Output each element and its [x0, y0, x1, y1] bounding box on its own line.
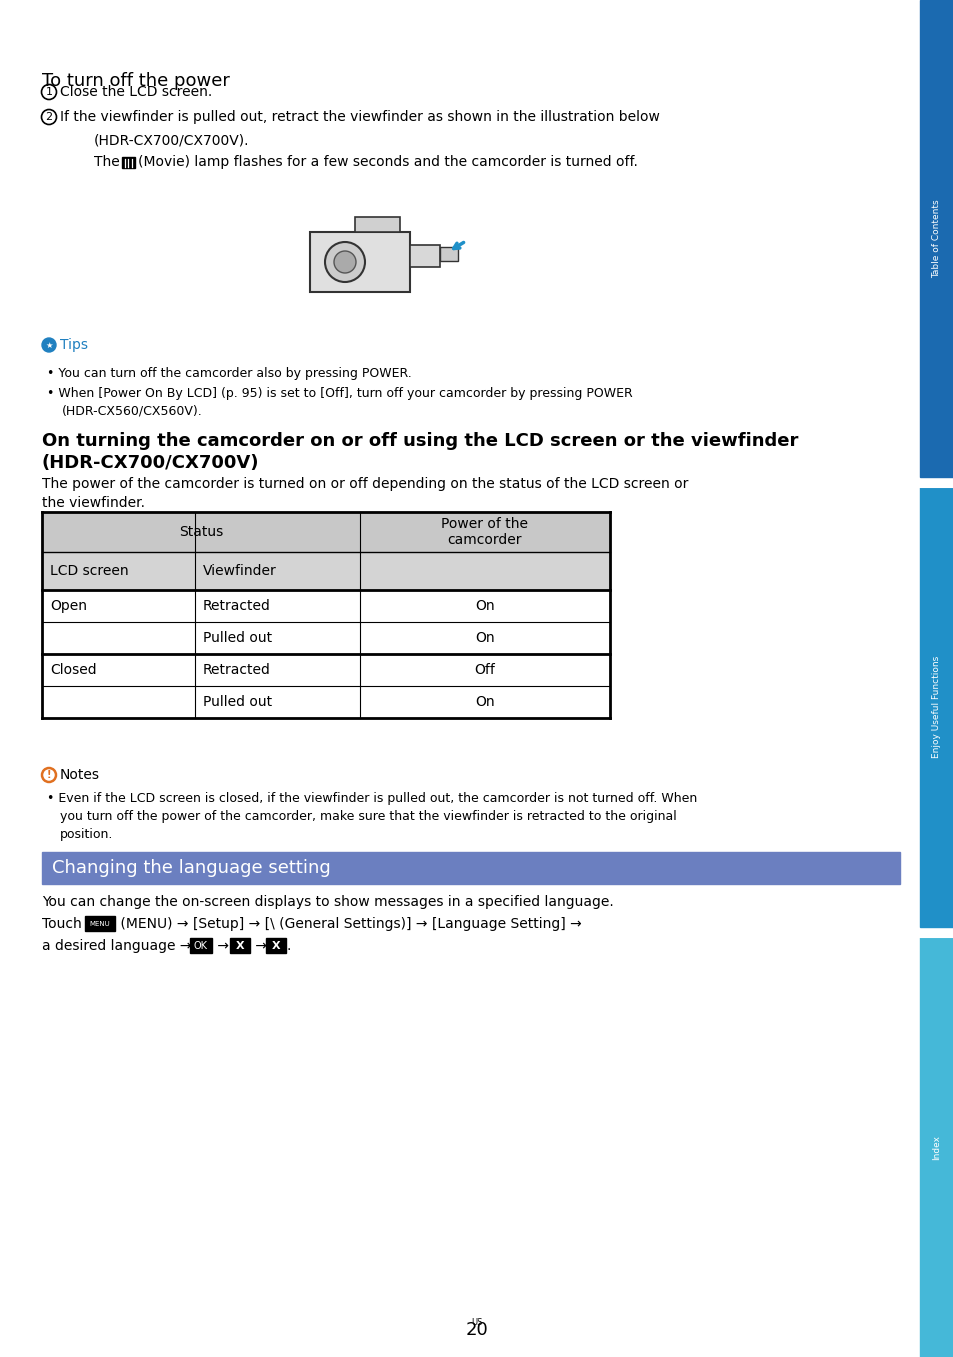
Text: X: X: [235, 940, 244, 951]
Text: Tips: Tips: [60, 338, 88, 351]
Text: !: !: [47, 769, 51, 780]
Text: Enjoy Useful Functions: Enjoy Useful Functions: [931, 655, 941, 759]
Text: On turning the camcorder on or off using the LCD screen or the viewfinder: On turning the camcorder on or off using…: [42, 432, 798, 451]
Text: camcorder: camcorder: [447, 533, 521, 547]
Text: (Movie) lamp flashes for a few seconds and the camcorder is turned off.: (Movie) lamp flashes for a few seconds a…: [138, 155, 638, 170]
Bar: [85, 916, 115, 931]
Text: →: →: [213, 939, 229, 953]
Text: • You can turn off the camcorder also by pressing POWER.: • You can turn off the camcorder also by…: [47, 366, 412, 380]
Text: Pulled out: Pulled out: [203, 631, 272, 645]
Text: The power of the camcorder is turned on or off depending on the status of the LC: The power of the camcorder is turned on …: [42, 478, 688, 491]
Text: (HDR-CX700/CX700V): (HDR-CX700/CX700V): [42, 455, 259, 472]
Bar: [190, 938, 212, 953]
Bar: [42, 852, 899, 883]
Circle shape: [42, 338, 56, 351]
Text: LCD screen: LCD screen: [50, 565, 129, 578]
Text: 20: 20: [465, 1320, 488, 1339]
Text: MENU: MENU: [90, 921, 111, 927]
Bar: [42, 512, 609, 552]
Text: position.: position.: [60, 828, 113, 841]
Text: ★: ★: [45, 341, 52, 350]
Text: To turn off the power: To turn off the power: [42, 72, 230, 90]
Text: • When [Power On By LCD] (p. 95) is set to [Off], turn off your camcorder by pre: • When [Power On By LCD] (p. 95) is set …: [47, 387, 632, 400]
Text: Close the LCD screen.: Close the LCD screen.: [60, 85, 212, 99]
Circle shape: [325, 242, 365, 282]
Text: (HDR-CX560/CX560V).: (HDR-CX560/CX560V).: [62, 404, 203, 418]
Text: (MENU) → [Setup] → [\ (General Settings)] → [Language Setting] →: (MENU) → [Setup] → [\ (General Settings)…: [116, 917, 581, 931]
Text: Index: Index: [931, 1134, 941, 1159]
Text: X: X: [272, 940, 280, 951]
Bar: [355, 217, 399, 232]
Bar: [266, 938, 286, 953]
Text: (HDR-CX700/CX700V).: (HDR-CX700/CX700V).: [94, 133, 250, 147]
Bar: [919, 487, 953, 927]
Text: Closed: Closed: [50, 664, 96, 677]
Bar: [919, 936, 953, 1357]
Text: The: The: [94, 155, 120, 170]
Text: Status: Status: [178, 525, 223, 539]
Text: Touch: Touch: [42, 917, 82, 931]
Bar: [230, 938, 250, 953]
Circle shape: [334, 251, 355, 273]
Text: Retracted: Retracted: [203, 598, 271, 613]
Text: Pulled out: Pulled out: [203, 695, 272, 708]
Polygon shape: [310, 232, 410, 292]
Text: →: →: [251, 939, 267, 953]
Text: 2: 2: [46, 113, 52, 122]
Text: Open: Open: [50, 598, 87, 613]
Text: Changing the language setting: Changing the language setting: [52, 859, 331, 877]
Text: the viewfinder.: the viewfinder.: [42, 497, 145, 510]
Text: On: On: [475, 631, 495, 645]
Text: Viewfinder: Viewfinder: [203, 565, 276, 578]
Bar: [42, 552, 609, 590]
Text: On: On: [475, 695, 495, 708]
Text: On: On: [475, 598, 495, 613]
Text: Table of Contents: Table of Contents: [931, 199, 941, 278]
Text: • Even if the LCD screen is closed, if the viewfinder is pulled out, the camcord: • Even if the LCD screen is closed, if t…: [47, 792, 697, 805]
Text: OK: OK: [193, 940, 208, 951]
Text: You can change the on-screen displays to show messages in a specified language.: You can change the on-screen displays to…: [42, 896, 613, 909]
Text: 1: 1: [46, 87, 52, 96]
Text: Notes: Notes: [60, 768, 100, 782]
Bar: [439, 247, 457, 261]
Text: Power of the: Power of the: [441, 517, 528, 531]
Text: .: .: [287, 939, 291, 953]
Text: you turn off the power of the camcorder, make sure that the viewfinder is retrac: you turn off the power of the camcorder,…: [60, 810, 676, 822]
Text: a desired language →: a desired language →: [42, 939, 192, 953]
Text: Off: Off: [474, 664, 495, 677]
Text: Retracted: Retracted: [203, 664, 271, 677]
Bar: [122, 157, 135, 168]
Text: If the viewfinder is pulled out, retract the viewfinder as shown in the illustra: If the viewfinder is pulled out, retract…: [60, 110, 659, 123]
Text: US: US: [471, 1318, 482, 1327]
Bar: [410, 246, 439, 267]
Bar: [919, 0, 953, 478]
